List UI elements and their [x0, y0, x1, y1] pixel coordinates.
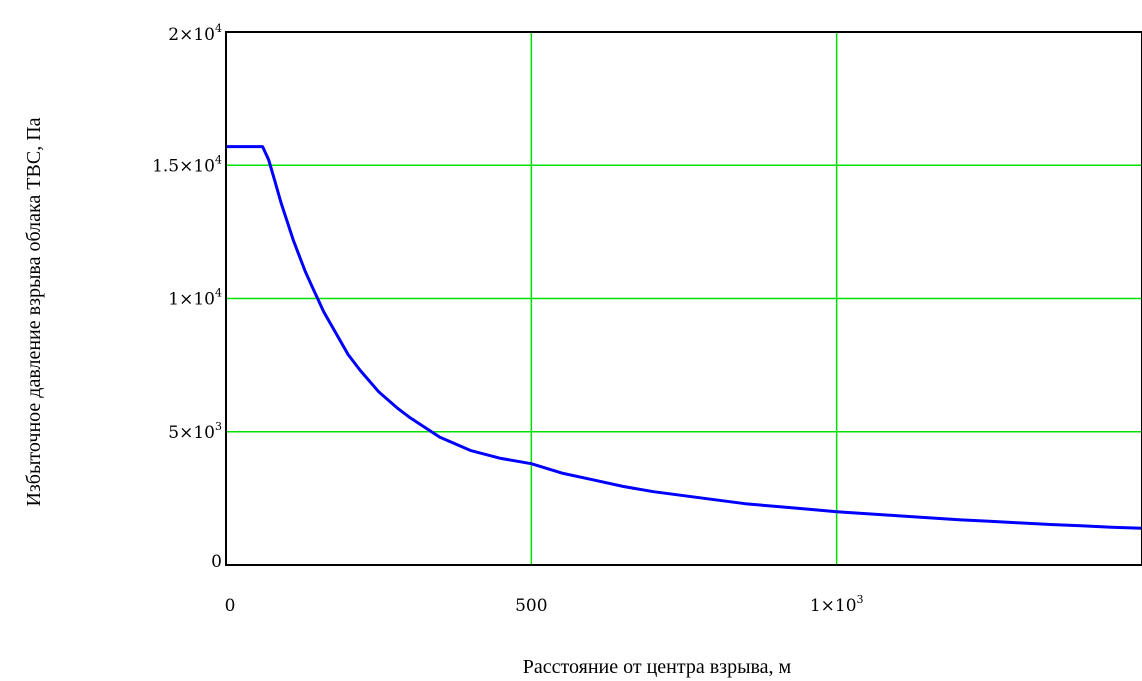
y-tick-label-0: 0 [211, 552, 222, 572]
x-axis-label: Расстояние от центра взрыва, м [523, 656, 792, 678]
series-group [226, 145, 1142, 530]
y-tick-label-3: 1.5×104 [152, 153, 222, 176]
y-tick-labels: 0 5×103 1×104 1.5×104 2×104 [152, 22, 222, 572]
y-tick-label-1: 5×103 [168, 420, 222, 443]
grid-lines [226, 32, 1142, 565]
y-axis-label: Избыточное давление взрыва облака ТВС, П… [23, 117, 45, 506]
x-tick-label-0: 0 [225, 596, 236, 616]
x-tick-labels: 0 500 1×103 [225, 593, 864, 616]
plot-frame [225, 31, 1142, 566]
series-line-0 [226, 145, 1142, 530]
y-tick-label-4: 2×104 [168, 22, 222, 45]
x-tick-label-2: 1×103 [810, 593, 864, 616]
x-tick-label-1: 500 [515, 596, 547, 616]
y-tick-label-2: 1×104 [168, 287, 222, 310]
